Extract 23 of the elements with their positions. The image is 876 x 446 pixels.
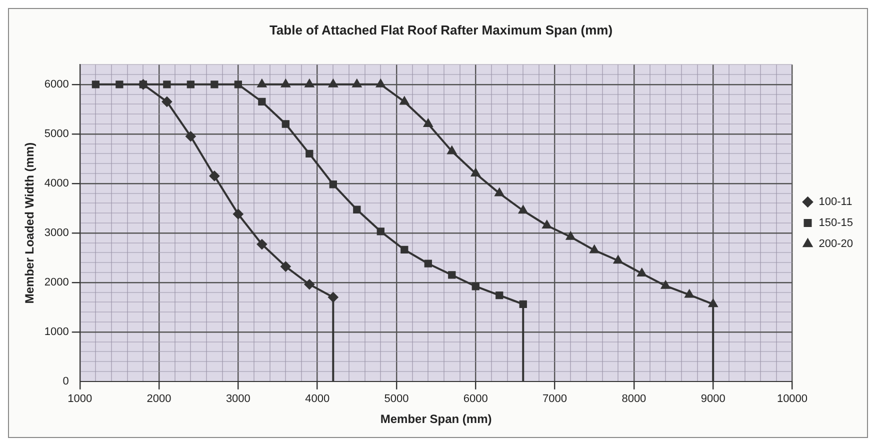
y-tick-label: 6000 — [44, 78, 69, 90]
chart-title: Table of Attached Flat Roof Rafter Maximum Span (mm) — [269, 22, 613, 38]
x-tick-label: 4000 — [305, 393, 330, 406]
y-axis-title: Member Loaded Width (mm) — [22, 142, 37, 304]
x-tick-label: 6000 — [463, 393, 488, 406]
legend-label: 200-20 — [818, 238, 854, 250]
y-tick-label: 2000 — [44, 276, 69, 288]
y-tick-label: 1000 — [44, 326, 69, 338]
legend-label: 150-15 — [818, 217, 854, 230]
legend-label: 100-11 — [818, 196, 852, 208]
y-tick-label: 3000 — [44, 226, 69, 239]
x-tick-label: 10000 — [776, 393, 808, 406]
y-tick-label: 0 — [62, 375, 69, 388]
x-axis-title: Member Span (mm) — [380, 412, 492, 426]
x-tick-label: 7000 — [542, 393, 568, 406]
x-tick-label: 8000 — [622, 393, 646, 406]
y-tick-label: 4000 — [44, 177, 69, 190]
x-tick-label: 3000 — [226, 393, 250, 406]
x-tick-label: 2000 — [146, 393, 172, 406]
x-tick-label: 5000 — [384, 393, 409, 406]
x-tick-label: 9000 — [700, 393, 726, 406]
y-tick-label: 5000 — [44, 128, 69, 140]
x-tick-label: 1000 — [68, 393, 92, 406]
